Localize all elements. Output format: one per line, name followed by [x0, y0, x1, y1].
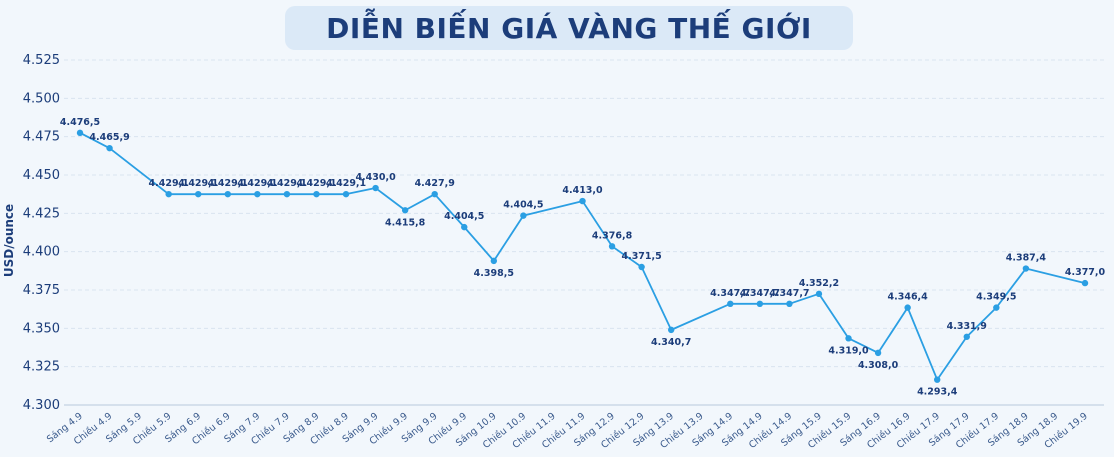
data-point [934, 376, 941, 383]
data-point [756, 300, 764, 307]
data-point [727, 300, 734, 307]
y-tick-label: 4.325 [23, 360, 60, 375]
data-label: 4.308,0 [858, 360, 899, 371]
data-point [520, 212, 527, 219]
data-label: 4.398,5 [474, 268, 514, 279]
data-point [342, 190, 350, 198]
data-label: 4.347,7 [769, 288, 809, 299]
data-point [224, 190, 231, 198]
data-point [461, 223, 468, 231]
data-label: 4.347,7 [740, 288, 780, 299]
data-point [815, 290, 823, 298]
data-label: 4.331,9 [947, 321, 987, 332]
data-label: 4.404,5 [444, 211, 484, 222]
data-point [283, 190, 291, 198]
data-point [165, 190, 172, 198]
data-point [401, 207, 409, 214]
data-label: 4.429,1 [296, 178, 336, 189]
data-label: 4.346,4 [888, 292, 929, 303]
y-tick-label: 4.425 [23, 206, 60, 221]
data-label: 4.429,1 [178, 178, 218, 189]
data-label: 4.429,1 [149, 178, 189, 189]
data-point [313, 190, 320, 198]
data-point [76, 129, 84, 137]
data-label: 4.376,8 [592, 230, 633, 241]
data-point [786, 300, 793, 307]
y-tick-label: 4.350 [23, 321, 60, 336]
data-label: 4.465,9 [89, 132, 129, 143]
data-label: 4.349,5 [976, 292, 1016, 303]
data-label: 4.429,1 [326, 178, 366, 189]
data-label: 4.293,4 [917, 387, 958, 398]
data-label: 4.429,1 [267, 178, 307, 189]
chart-title: DIỄN BIẾN GIÁ VÀNG THẾ GIỚI [326, 11, 812, 45]
data-label: 4.415,8 [385, 217, 426, 228]
data-label: 4.429,1 [208, 178, 248, 189]
data-point [431, 190, 438, 198]
data-point [372, 184, 379, 192]
y-tick-label: 4.300 [23, 398, 60, 413]
data-point [963, 333, 970, 340]
data-label: 4.377,0 [1065, 267, 1106, 278]
y-tick-label: 4.375 [23, 283, 60, 298]
data-label: 4.319,0 [828, 345, 869, 356]
data-label: 4.347,7 [710, 288, 750, 299]
data-label: 4.427,9 [415, 178, 455, 189]
y-tick-label: 4.475 [23, 130, 60, 145]
y-tick-label: 4.525 [23, 53, 60, 68]
data-label: 4.429,1 [237, 178, 277, 189]
y-tick-label: 4.450 [23, 168, 60, 183]
data-label: 4.476,5 [60, 117, 100, 128]
data-point [490, 257, 498, 265]
data-label: 4.430,0 [355, 172, 396, 183]
data-label: 4.352,2 [799, 278, 839, 289]
data-point [874, 349, 882, 357]
data-point [254, 190, 261, 198]
y-tick-label: 4.500 [23, 91, 60, 106]
data-point [608, 243, 616, 250]
data-point [845, 335, 852, 342]
data-point [106, 144, 113, 152]
y-tick-label: 4.400 [23, 245, 60, 260]
data-point [904, 304, 911, 311]
data-point [993, 304, 1000, 311]
data-label: 4.371,5 [621, 251, 661, 262]
data-point [579, 197, 586, 205]
data-label: 4.404,5 [503, 200, 543, 211]
data-point [1081, 279, 1089, 287]
data-label: 4.340,7 [651, 337, 691, 348]
data-point [1022, 265, 1030, 272]
data-point [638, 263, 645, 271]
y-axis-label: USD/ounce [2, 204, 16, 277]
data-point [195, 190, 202, 198]
data-label: 4.387,4 [1006, 253, 1047, 264]
series-line [79, 132, 1086, 381]
chart-title-box: DIỄN BIẾN GIÁ VÀNG THẾ GIỚI [285, 6, 853, 50]
data-point [667, 326, 675, 334]
data-label: 4.413,0 [562, 185, 603, 196]
